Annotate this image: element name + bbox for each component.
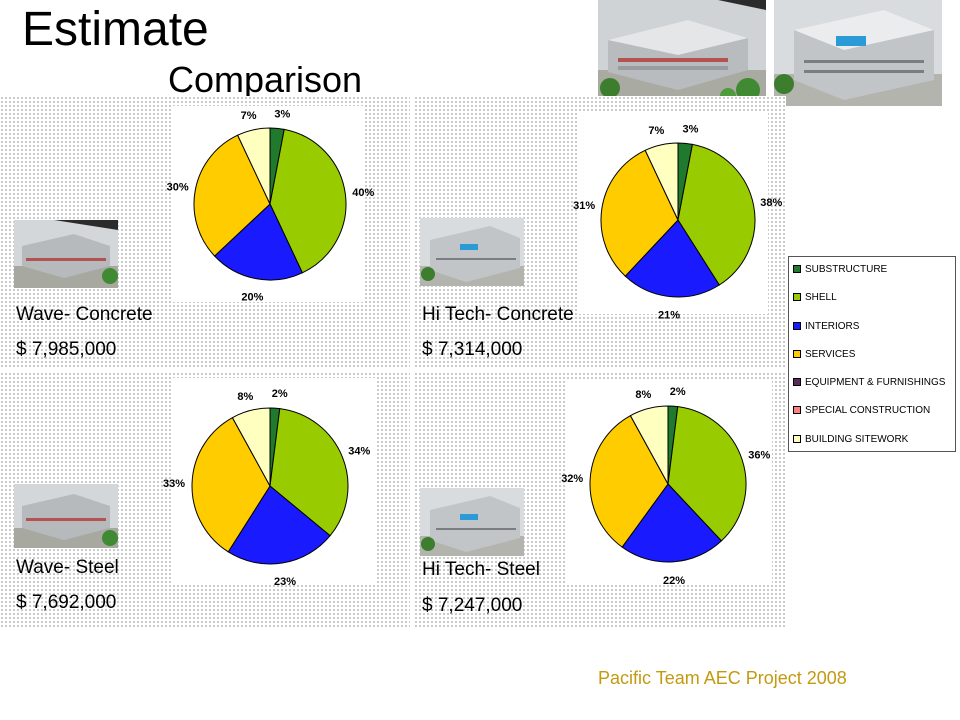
panel-cost-wave-steel: $ 7,692,000	[16, 592, 117, 613]
pie-slice-interiors	[621, 483, 723, 563]
pie-data-label: 3%	[683, 123, 699, 135]
pie-slice-building-sitework	[629, 405, 669, 485]
pie-data-label: 22%	[663, 575, 685, 587]
pie-slice-services	[600, 149, 679, 277]
pie-slice-services	[589, 414, 669, 548]
legend-label: SUBSTRUCTURE	[805, 264, 888, 275]
legend-swatch	[793, 350, 801, 359]
panel-name-wave-steel: Wave- Steel	[16, 557, 119, 578]
pie-slice-services	[193, 134, 271, 257]
legend-swatch	[793, 378, 801, 387]
pie-data-label: 7%	[648, 125, 664, 137]
pie-data-label: 2%	[272, 388, 288, 400]
wave-steel-thumbnail	[14, 484, 118, 548]
pie-data-label: 33%	[163, 478, 185, 490]
pie-slice-shell	[269, 128, 347, 274]
pie-data-label: 7%	[241, 110, 257, 122]
pie-slice-interiors	[624, 219, 720, 298]
panel-cost-wave-concrete: $ 7,985,000	[16, 339, 117, 360]
legend-item-special-construction: SPECIAL CONSTRUCTION	[793, 405, 930, 416]
legend-label: INTERIORS	[805, 321, 860, 332]
legend-swatch	[793, 435, 801, 444]
pie-chart-hitech-steel: 2% 36% 22% 32% 8%	[561, 380, 772, 587]
pie-data-label: 21%	[658, 310, 680, 322]
pie-slice-shell	[269, 408, 349, 537]
pie-data-label: 32%	[561, 473, 583, 485]
pie-slice-interiors	[213, 203, 304, 281]
panel-cost-hitech-steel: $ 7,247,000	[422, 595, 523, 616]
legend-label: SHELL	[805, 292, 837, 303]
chart-legend: SUBSTRUCTURE SHELL INTERIORS SERVICES EQ…	[788, 256, 956, 452]
pie-data-label: 8%	[635, 389, 651, 401]
pie-data-label: 36%	[748, 449, 770, 461]
panel-name-hitech-concrete: Hi Tech- Concrete	[422, 304, 574, 325]
pie-slice-shell	[667, 406, 747, 542]
hitech-steel-thumbnail	[420, 488, 524, 556]
wave-building-render	[598, 0, 766, 106]
hitech-concrete-thumbnail	[420, 218, 524, 286]
pie-slice-building-sitework	[644, 142, 679, 221]
page-subtitle: Comparison	[168, 59, 363, 100]
legend-label: EQUIPMENT & FURNISHINGS	[805, 377, 946, 388]
panel-name-wave-concrete: Wave- Concrete	[16, 304, 153, 325]
pie-chart-wave-concrete: 3% 40% 20% 30% 7%	[167, 106, 374, 303]
legend-label: BUILDING SITEWORK	[805, 434, 909, 445]
footer-credit: Pacific Team AEC Project 2008	[598, 668, 847, 688]
legend-label: SPECIAL CONSTRUCTION	[805, 405, 931, 416]
panel-name-hitech-steel: Hi Tech- Steel	[422, 559, 540, 580]
legend-swatch	[793, 265, 801, 274]
pie-slice-building-sitework	[231, 407, 271, 487]
legend-item-building-sitework: BUILDING SITEWORK	[793, 434, 908, 445]
legend-item-services: SERVICES	[793, 349, 855, 360]
pie-data-label: 2%	[670, 386, 686, 398]
pie-data-label: 38%	[760, 197, 782, 209]
pie-slice-building-sitework	[236, 127, 271, 205]
legend-swatch	[793, 293, 801, 302]
hitech-building-render	[774, 0, 942, 106]
pie-data-label: 31%	[573, 200, 595, 212]
legend-label: SERVICES	[805, 349, 856, 360]
pie-data-label: 3%	[274, 108, 290, 120]
pie-data-label: 34%	[348, 446, 370, 458]
pie-data-label: 30%	[167, 181, 189, 193]
pie-chart-wave-steel: 2% 34% 23% 33% 8%	[163, 378, 376, 588]
legend-swatch	[793, 322, 801, 331]
legend-item-equipment: EQUIPMENT & FURNISHINGS	[793, 377, 945, 388]
wave-concrete-thumbnail	[14, 220, 118, 288]
pie-slice-interiors	[227, 485, 331, 565]
pie-chart-hitech-concrete: 3% 38% 21% 31% 7%	[573, 112, 783, 322]
legend-swatch	[793, 406, 801, 415]
page-title: Estimate	[22, 3, 209, 56]
pie-data-label: 40%	[352, 187, 374, 199]
pie-data-label: 20%	[241, 291, 263, 303]
pie-data-label: 23%	[274, 576, 296, 588]
panel-cost-hitech-concrete: $ 7,314,000	[422, 339, 523, 360]
legend-item-shell: SHELL	[793, 292, 837, 303]
pie-data-label: 8%	[237, 391, 253, 403]
legend-item-substructure: SUBSTRUCTURE	[793, 264, 887, 275]
legend-item-interiors: INTERIORS	[793, 321, 859, 332]
